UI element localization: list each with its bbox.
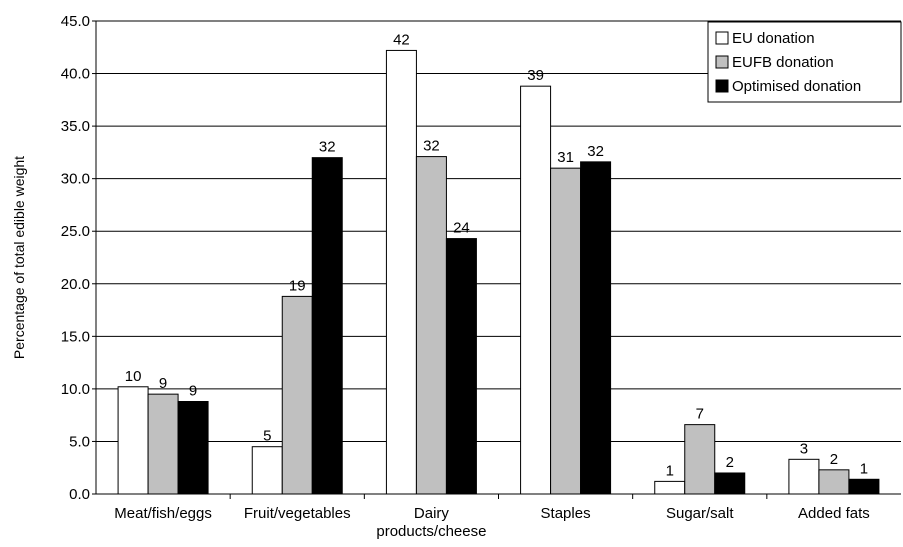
x-category-label: Sugar/salt <box>666 505 734 522</box>
bar <box>251 446 283 495</box>
bar <box>848 478 880 495</box>
y-tick-label: 20.0 <box>61 276 90 293</box>
data-label: 32 <box>319 139 336 156</box>
data-label: 32 <box>587 143 604 160</box>
legend-label: EU donation <box>732 30 815 47</box>
x-category-label-line: Meat/fish/eggs <box>114 505 212 522</box>
y-tick-label: 35.0 <box>61 118 90 135</box>
x-category-label: Dairy products/cheese <box>376 505 486 540</box>
data-label: 2 <box>726 454 734 471</box>
data-label: 32 <box>423 138 440 155</box>
bar <box>818 469 850 495</box>
data-label: 1 <box>860 460 868 477</box>
bar <box>580 161 612 495</box>
y-tick-label: 0.0 <box>69 486 90 503</box>
legend-swatch <box>715 55 729 69</box>
legend-label: EUFB donation <box>732 54 834 71</box>
data-label: 5 <box>263 428 271 445</box>
data-label: 9 <box>189 383 197 400</box>
y-tick-label: 5.0 <box>69 433 90 450</box>
bar <box>177 401 209 495</box>
data-label: 19 <box>289 277 306 294</box>
legend-label: Optimised donation <box>732 78 861 95</box>
bar <box>520 85 552 495</box>
bar <box>788 458 820 495</box>
data-label: 2 <box>830 451 838 468</box>
bar <box>311 157 343 495</box>
x-category-label: Fruit/vegetables <box>244 505 351 522</box>
bar <box>445 238 477 495</box>
x-category-label-line: Fruit/vegetables <box>244 505 351 522</box>
x-category-label-line: Staples <box>541 505 591 522</box>
data-label: 7 <box>696 406 704 423</box>
x-category-label-line: Added fats <box>798 505 870 522</box>
y-tick-label: 10.0 <box>61 381 90 398</box>
bar <box>281 295 313 495</box>
bar <box>714 472 746 495</box>
data-label: 42 <box>393 31 410 48</box>
data-label: 10 <box>125 368 142 385</box>
bar <box>654 480 686 495</box>
bar <box>415 156 447 495</box>
data-label: 9 <box>159 375 167 392</box>
x-category-label: Meat/fish/eggs <box>114 505 212 522</box>
x-category-label: Staples <box>541 505 591 522</box>
data-label: 1 <box>666 462 674 479</box>
legend-swatch <box>715 31 729 45</box>
y-axis-title: Percentage of total edible weight <box>11 156 27 359</box>
x-category-label: Added fats <box>798 505 870 522</box>
data-label: 3 <box>800 440 808 457</box>
legend-swatch <box>715 79 729 93</box>
data-label: 24 <box>453 220 470 237</box>
y-tick-label: 40.0 <box>61 66 90 83</box>
y-tick-label: 25.0 <box>61 223 90 240</box>
data-label: 31 <box>557 149 574 166</box>
bar <box>550 167 582 495</box>
x-category-label-line: products/cheese <box>376 523 486 540</box>
y-tick-label: 15.0 <box>61 328 90 345</box>
bar <box>385 49 417 495</box>
legend-box <box>707 21 902 103</box>
data-label: 39 <box>527 67 544 84</box>
bar <box>147 393 179 495</box>
bar <box>117 386 149 495</box>
y-tick-label: 45.0 <box>61 13 90 30</box>
y-tick-label: 30.0 <box>61 171 90 188</box>
x-category-label-line: Sugar/salt <box>666 505 734 522</box>
bar <box>684 424 716 495</box>
x-category-label-line: Dairy <box>414 505 450 522</box>
